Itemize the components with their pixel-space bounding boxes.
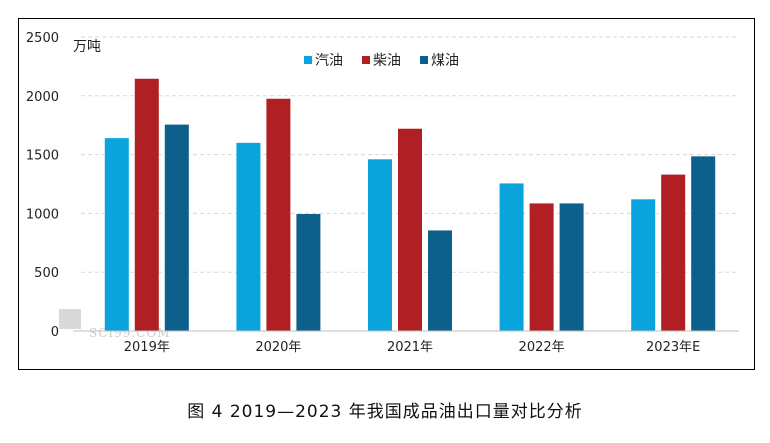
bars xyxy=(104,78,716,332)
watermark-logo xyxy=(59,309,81,329)
bar-汽油-2020年 xyxy=(236,142,261,331)
y-tick-label: 1000 xyxy=(26,207,59,222)
figure-caption: 图 4 2019—2023 年我国成品油出口量对比分析 xyxy=(187,402,583,422)
x-tick-label: 2019年 xyxy=(124,340,170,355)
y-unit-label: 万吨 xyxy=(73,39,101,55)
legend-swatch xyxy=(420,56,428,64)
y-tick-label: 2000 xyxy=(26,90,59,105)
bar-汽油-2022年 xyxy=(499,183,524,331)
x-tick-label: 2020年 xyxy=(255,340,301,355)
legend-label: 柴油 xyxy=(373,53,401,69)
chart-frame: SCI99.COM 0 500 1000 1500 2000 2500 2019年 2020年… xyxy=(18,18,755,370)
y-tick-label: 2500 xyxy=(26,31,59,46)
y-tick-label: 500 xyxy=(34,266,59,281)
legend-swatch xyxy=(362,56,370,64)
bar-煤油-2022年 xyxy=(559,203,584,331)
bar-柴油-2021年 xyxy=(398,128,422,331)
bar-汽油-2023年E xyxy=(631,199,656,331)
x-tick-label: 2022年 xyxy=(519,340,565,355)
y-tick-label: 0 xyxy=(51,325,59,340)
bar-柴油-2023年E xyxy=(661,174,686,331)
bar-柴油-2019年 xyxy=(134,78,159,331)
legend: 汽油 柴油 煤油 xyxy=(304,53,459,69)
x-tick-label: 2023年E xyxy=(646,340,700,355)
bar-汽油-2021年 xyxy=(368,159,392,331)
bar-柴油-2022年 xyxy=(529,203,554,331)
bar-煤油-2019年 xyxy=(164,124,189,331)
bar-煤油-2020年 xyxy=(296,213,321,331)
legend-label: 汽油 xyxy=(315,53,343,69)
y-tick-label: 1500 xyxy=(26,149,59,164)
legend-swatch xyxy=(304,56,312,64)
bar-汽油-2019年 xyxy=(104,138,129,331)
x-tick-label: 2021年 xyxy=(387,340,433,355)
bar-煤油-2021年 xyxy=(428,230,452,331)
bar-柴油-2020年 xyxy=(266,98,291,332)
legend-label: 煤油 xyxy=(431,53,459,69)
bar-煤油-2023年E xyxy=(691,156,716,331)
axes: 0 500 1000 1500 2000 2500 2019年 2020年 2021年 2022年… xyxy=(26,31,739,355)
